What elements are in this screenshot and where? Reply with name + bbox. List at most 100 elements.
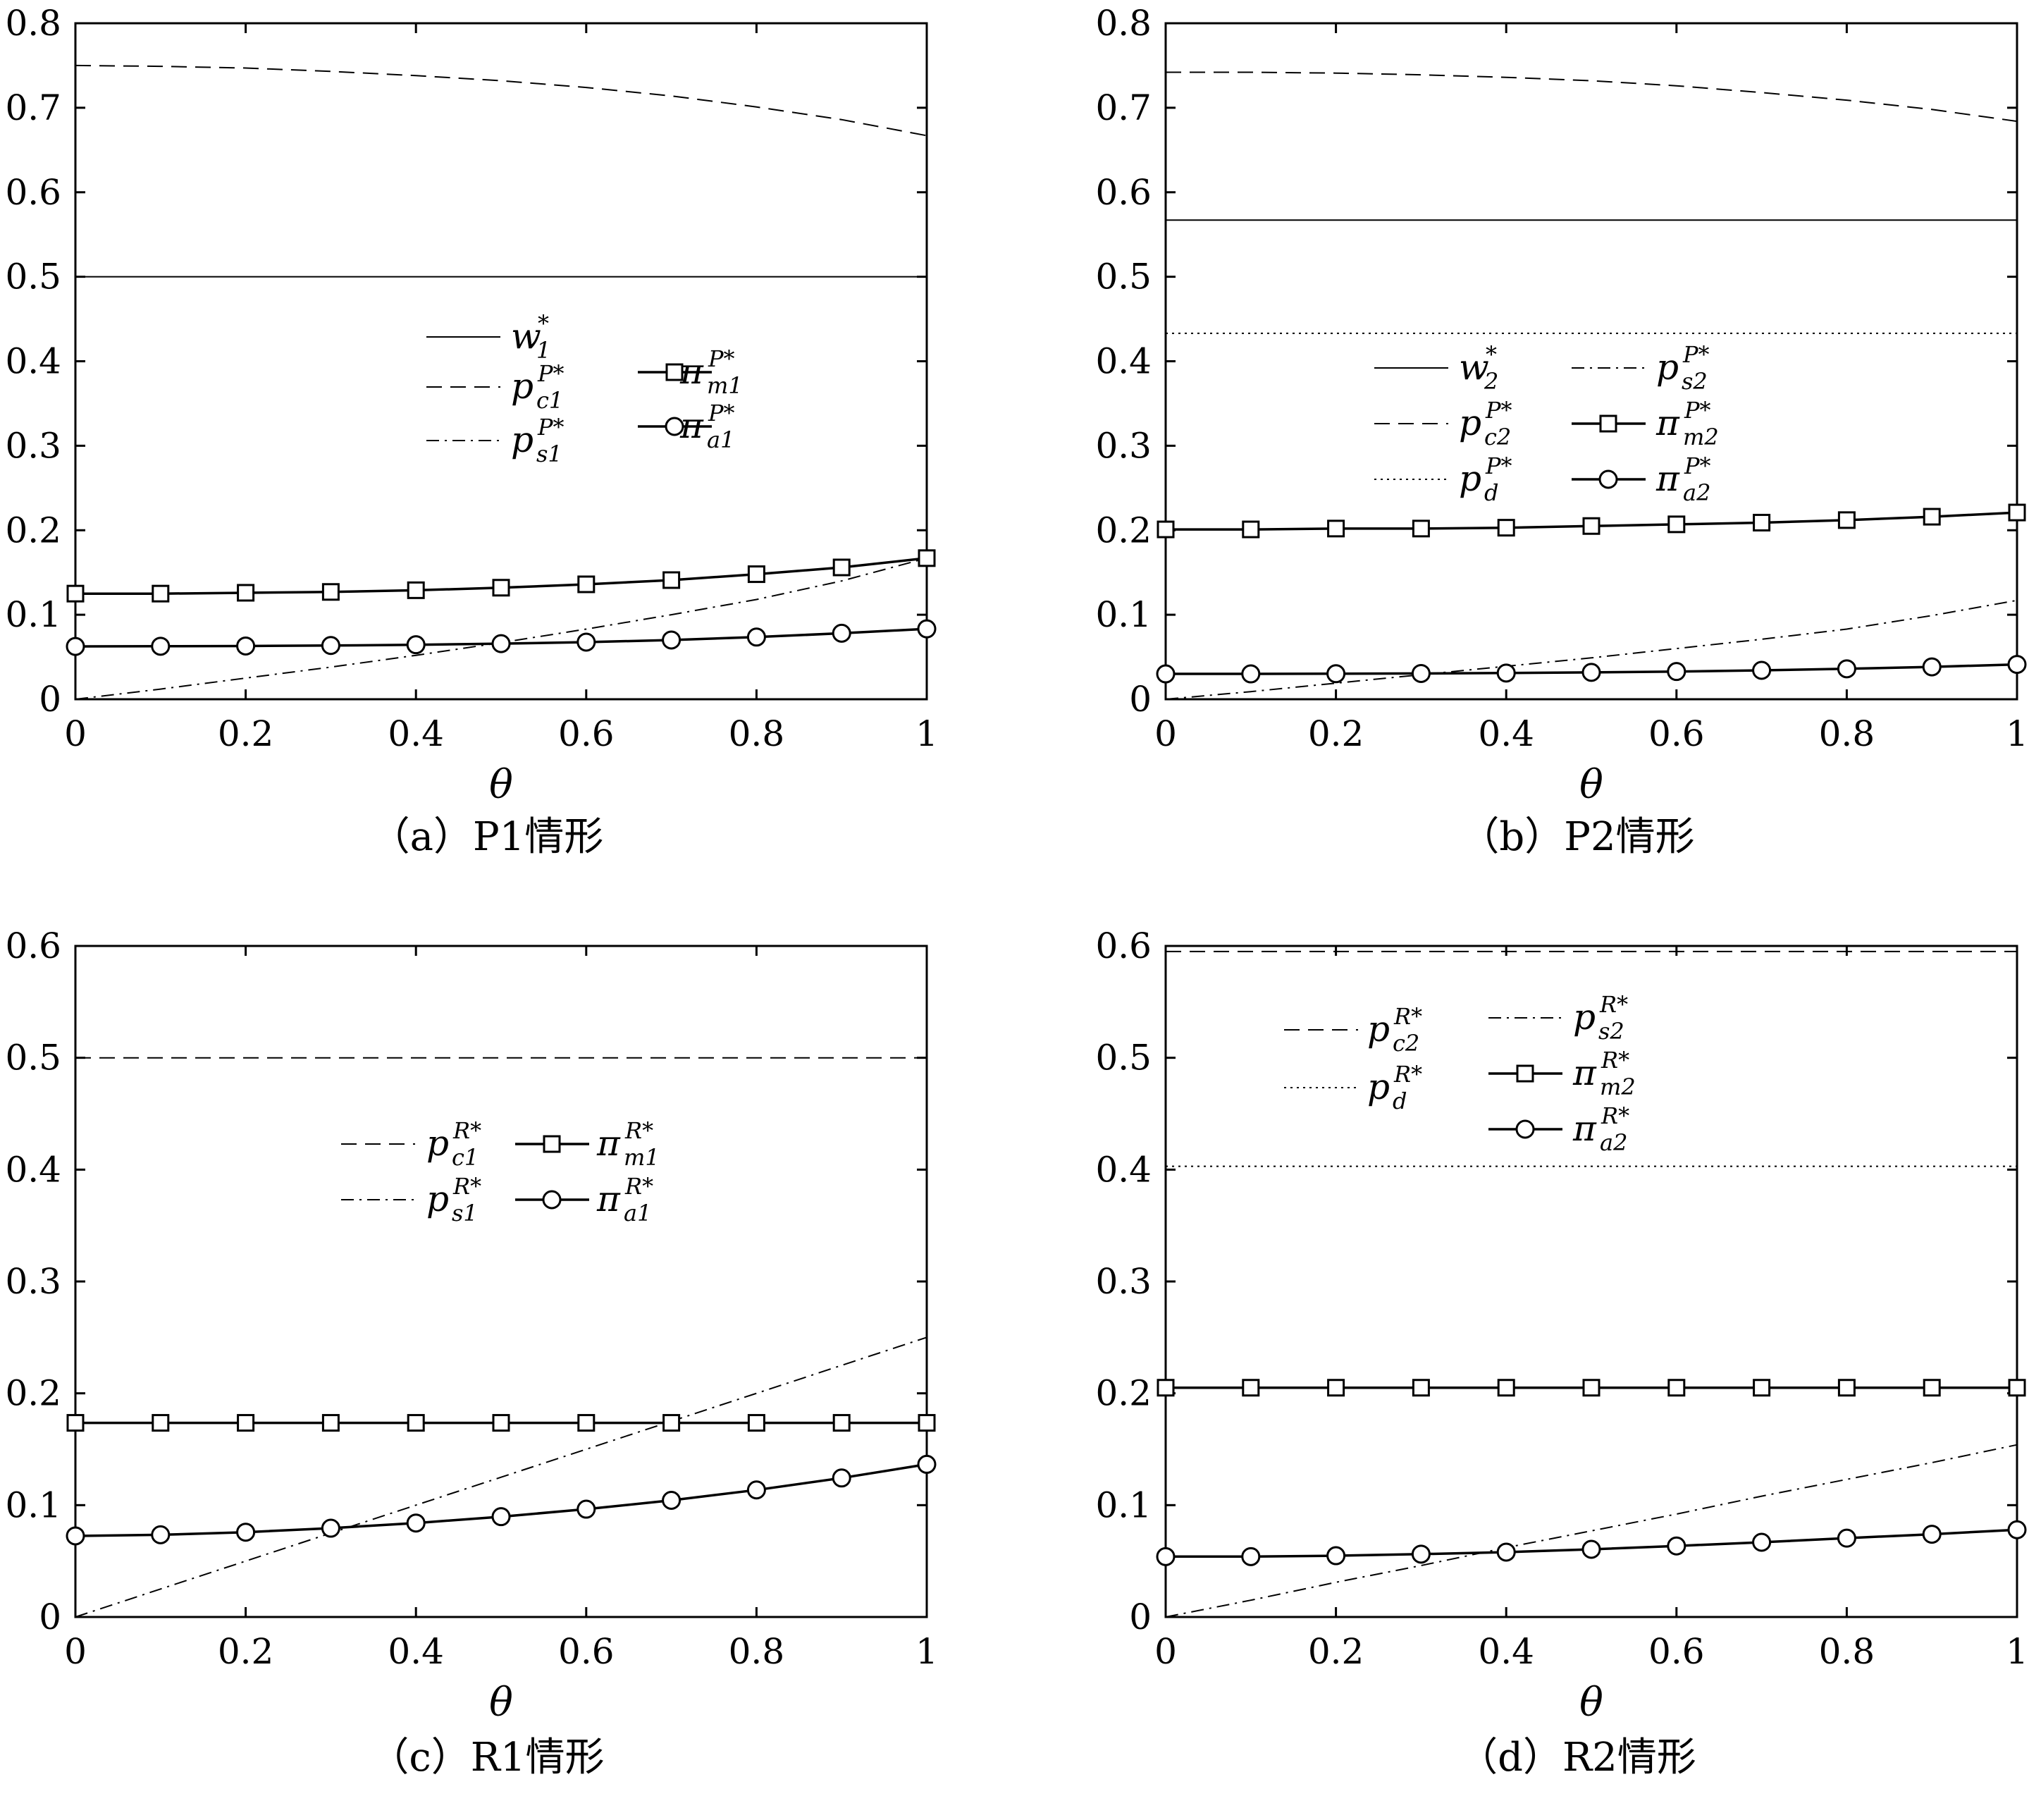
legend-subscript: c2 <box>1393 1030 1419 1057</box>
data-point-circle <box>1326 664 1346 684</box>
legend-subscript: s2 <box>1598 1018 1624 1045</box>
legend-symbol: p <box>1656 347 1679 388</box>
data-point-circle <box>2007 655 2027 675</box>
data-point-square <box>321 583 340 601</box>
y-tick-label: 0.4 <box>1095 1149 1152 1190</box>
legend-entry: p R*d <box>1284 1061 1422 1114</box>
y-tick-label: 0.2 <box>5 510 61 551</box>
y-tick-label: 0.3 <box>1095 1261 1152 1302</box>
data-point-circle <box>406 635 426 655</box>
legend-subscript: d <box>1393 1088 1407 1114</box>
x-tick-label: 1 <box>915 713 938 754</box>
data-point-square <box>492 1414 510 1432</box>
data-point-square <box>832 1414 851 1432</box>
legend-superscript: P* <box>537 360 565 387</box>
x-tick-label: 0.6 <box>558 1631 615 1672</box>
data-point-circle <box>321 1518 340 1538</box>
legend-marker-square <box>1599 414 1617 433</box>
data-point-square <box>1923 1379 1941 1397</box>
series-p-c2 <box>1166 71 2018 123</box>
legend-entry: π R*m2 <box>1488 1047 1636 1100</box>
series-pi-a1 <box>66 619 937 656</box>
legend-symbol: π <box>1572 1108 1597 1149</box>
legend-superscript: R* <box>1601 1047 1629 1074</box>
data-point-square <box>407 581 425 599</box>
series-pi-m1 <box>66 549 936 603</box>
data-point-square <box>321 1414 340 1432</box>
data-point-circle <box>1667 662 1686 682</box>
data-point-square <box>407 1414 425 1432</box>
data-point-circle <box>236 636 256 656</box>
legend-marker-circle <box>665 417 684 436</box>
x-tick-label: 0 <box>64 1631 87 1672</box>
y-tick-label: 0.2 <box>5 1373 61 1414</box>
legend-symbol: p <box>1573 997 1596 1038</box>
series-pi-m2 <box>1157 1379 2026 1397</box>
data-point-circle <box>832 623 851 643</box>
legend-superscript: R* <box>1599 991 1628 1018</box>
series-pi-a2 <box>1156 1520 2027 1566</box>
legend-symbol: p <box>511 419 534 460</box>
legend-marker-circle <box>1598 469 1618 489</box>
data-point-circle <box>1752 1532 1772 1552</box>
legend-marker-circle <box>1515 1119 1535 1139</box>
x-axis-label: θ <box>1579 762 1603 808</box>
legend-marker-square <box>543 1135 561 1153</box>
data-point-square <box>662 1414 681 1432</box>
legend-symbol: π <box>679 405 704 446</box>
legend-superscript: P* <box>1485 453 1512 479</box>
legend-entry: p R*c1 <box>341 1117 481 1171</box>
data-point-circle <box>832 1468 851 1488</box>
legend-subscript: a1 <box>624 1200 651 1226</box>
legend-symbol: π <box>596 1179 621 1219</box>
y-tick-label: 0.2 <box>1095 510 1152 551</box>
data-point-circle <box>491 1507 511 1527</box>
x-tick-label: 1 <box>915 1631 938 1672</box>
legend-superscript: P* <box>708 345 735 372</box>
x-tick-label: 0.8 <box>729 713 785 754</box>
data-point-square <box>662 571 681 589</box>
data-point-square <box>747 1414 765 1432</box>
data-point-square <box>918 1414 936 1432</box>
legend-marker-square <box>1516 1064 1534 1083</box>
data-point-square <box>1157 1379 1175 1397</box>
data-point-circle <box>1581 1539 1601 1559</box>
data-point-square <box>1327 519 1345 538</box>
legend-superscript: R* <box>624 1173 653 1200</box>
data-point-square <box>918 549 936 567</box>
data-point-circle <box>917 619 937 639</box>
x-tick-label: 0.8 <box>729 1631 785 1672</box>
panel-b: 0 0.2 0.4 0.6 0.8 1 0 0.1 0.2 0.3 0.4 0.5 0.6 0.7 0.8 θ… <box>1095 3 2028 860</box>
x-tick-label: 0.4 <box>388 1631 444 1672</box>
legend: w*1p P*c1p P*s1π P*m1π P*a1 <box>426 310 743 467</box>
data-point-square <box>152 1414 170 1432</box>
legend-subscript: s1 <box>536 441 562 467</box>
data-point-square <box>2008 503 2026 522</box>
data-point-square <box>1497 519 1515 537</box>
data-point-circle <box>1411 663 1431 683</box>
data-point-square <box>577 1414 596 1432</box>
legend-subscript: a2 <box>1600 1129 1627 1156</box>
y-tick-label: 0.1 <box>1095 594 1152 635</box>
y-tick-label: 0.1 <box>5 1484 61 1525</box>
series-pi-m2 <box>1157 503 2026 539</box>
legend-entry: w*1 <box>426 310 550 364</box>
data-point-circle <box>576 1499 596 1519</box>
legend-entry: p P*s1 <box>426 414 565 467</box>
data-point-circle <box>1156 664 1176 684</box>
x-tick-label: 0.8 <box>1819 713 1875 754</box>
data-point-square <box>1753 1379 1771 1397</box>
data-point-circle <box>662 1491 682 1511</box>
data-point-circle <box>321 636 340 656</box>
legend-symbol: p <box>426 1179 449 1219</box>
x-tick-label: 0.4 <box>1478 1631 1534 1672</box>
legend-superscript: R* <box>1601 1102 1629 1129</box>
legend-entry: π P*m2 <box>1572 397 1719 450</box>
data-point-square <box>1923 508 1941 526</box>
legend-symbol: w <box>1459 347 1489 388</box>
series-line <box>1166 71 2018 123</box>
legend-superscript: P* <box>1485 397 1512 424</box>
legend-symbol: π <box>1572 1052 1597 1093</box>
series-p-s2 <box>1165 599 2018 700</box>
data-point-circle <box>1837 1528 1856 1548</box>
